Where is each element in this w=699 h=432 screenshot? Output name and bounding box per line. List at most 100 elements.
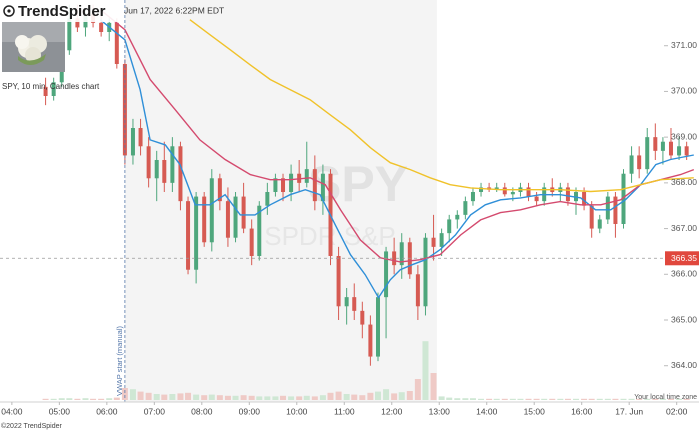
candle-body xyxy=(257,205,262,256)
candle-body xyxy=(186,201,191,270)
candle-body xyxy=(122,64,127,156)
volume-bar xyxy=(351,394,358,400)
x-tick-label: 09:00 xyxy=(239,406,261,416)
volume-bar xyxy=(193,394,200,400)
volume-bar xyxy=(525,398,532,400)
vwap-start-label: VWAP start (manual) xyxy=(115,325,124,396)
candle-body xyxy=(502,187,507,195)
candle-body xyxy=(146,146,151,179)
candle-body xyxy=(312,169,317,202)
candle-body xyxy=(225,201,230,238)
candle-body xyxy=(684,146,689,156)
candle-body xyxy=(589,205,594,229)
y-tick-label: 367.00 xyxy=(671,223,697,233)
volume-bar xyxy=(509,398,516,400)
volume-bar xyxy=(486,398,493,400)
candle-body xyxy=(265,192,270,206)
volume-bar xyxy=(391,393,398,400)
candle-body xyxy=(336,256,341,307)
candle-body xyxy=(534,196,539,202)
candle-body xyxy=(75,18,80,28)
candle-body xyxy=(645,137,650,170)
volume-bar xyxy=(201,395,208,400)
volume-bar xyxy=(636,398,643,400)
candle-body xyxy=(273,178,278,192)
candle-body xyxy=(526,187,531,197)
x-tick-label: 14:00 xyxy=(476,406,498,416)
volume-bar xyxy=(232,395,239,400)
volume-bar xyxy=(359,395,366,400)
candle-body xyxy=(375,297,380,357)
candle-body xyxy=(289,173,294,192)
candle-body xyxy=(605,196,610,220)
candle-body xyxy=(99,22,104,32)
candle-body xyxy=(463,201,468,215)
volume-bar xyxy=(652,398,659,400)
candle-body xyxy=(447,219,452,234)
volume-bar xyxy=(161,394,168,400)
candle-body xyxy=(209,178,214,243)
x-tick-label: 16:00 xyxy=(571,406,593,416)
candle-body xyxy=(233,196,238,238)
candle-body xyxy=(494,187,499,190)
logo-backdrop xyxy=(0,0,118,22)
volume-bar xyxy=(74,398,81,400)
x-tick-label: 07:00 xyxy=(144,406,166,416)
y-tick-label: 364.00 xyxy=(671,360,697,370)
volume-bar xyxy=(248,395,255,400)
x-tick-label: 17. Jun xyxy=(615,406,643,416)
candle-body xyxy=(415,274,420,307)
candle-body xyxy=(621,173,626,224)
candle-body xyxy=(668,141,673,156)
x-tick-label: 15:00 xyxy=(524,406,546,416)
volume-bar xyxy=(612,398,619,400)
volume-bar xyxy=(438,396,445,400)
candle-body xyxy=(249,228,254,256)
candle-body xyxy=(241,196,246,229)
volume-bar xyxy=(469,398,476,400)
volume-bar xyxy=(659,398,666,400)
volume-bar xyxy=(422,341,429,400)
volume-bar xyxy=(573,398,580,400)
moving-average-line xyxy=(99,19,694,299)
logo-icon xyxy=(3,5,15,17)
candle-body xyxy=(660,141,665,151)
volume-bar xyxy=(224,395,231,400)
candle-body xyxy=(51,82,56,96)
volume-bar xyxy=(90,398,97,400)
volume-bar xyxy=(169,394,176,400)
candle-body xyxy=(178,146,183,202)
copyright: ©2022 TrendSpider xyxy=(1,422,62,430)
candle-body xyxy=(217,178,222,202)
volume-bar xyxy=(216,395,223,400)
last-price-tag xyxy=(665,251,699,266)
x-tick-label: 10:00 xyxy=(286,406,308,416)
volume-bar xyxy=(129,389,136,400)
candle-body xyxy=(431,237,436,247)
x-tick-label: 02:00 xyxy=(666,406,688,416)
volume-bar xyxy=(113,397,120,400)
candle-body xyxy=(368,324,373,357)
volume-bar xyxy=(311,396,318,400)
candle-body xyxy=(439,233,444,247)
candle-body xyxy=(360,310,365,325)
volume-bar xyxy=(374,391,381,400)
volume-bar xyxy=(676,398,683,400)
volume-bar xyxy=(50,398,57,400)
x-tick-label: 04:00 xyxy=(1,406,23,416)
thumbnail xyxy=(2,22,65,72)
volume-bar xyxy=(564,398,571,400)
moving-average-line xyxy=(99,9,695,263)
volume-bar xyxy=(240,395,247,400)
volume-bar xyxy=(177,393,184,400)
volume-bar xyxy=(145,392,152,400)
volume-bar xyxy=(137,391,144,400)
candle-body xyxy=(392,251,397,266)
candle-body xyxy=(455,214,460,220)
candle-body xyxy=(43,86,48,96)
volume-bar xyxy=(208,394,215,400)
volume-bar xyxy=(628,398,635,400)
x-tick-label: 06:00 xyxy=(96,406,118,416)
